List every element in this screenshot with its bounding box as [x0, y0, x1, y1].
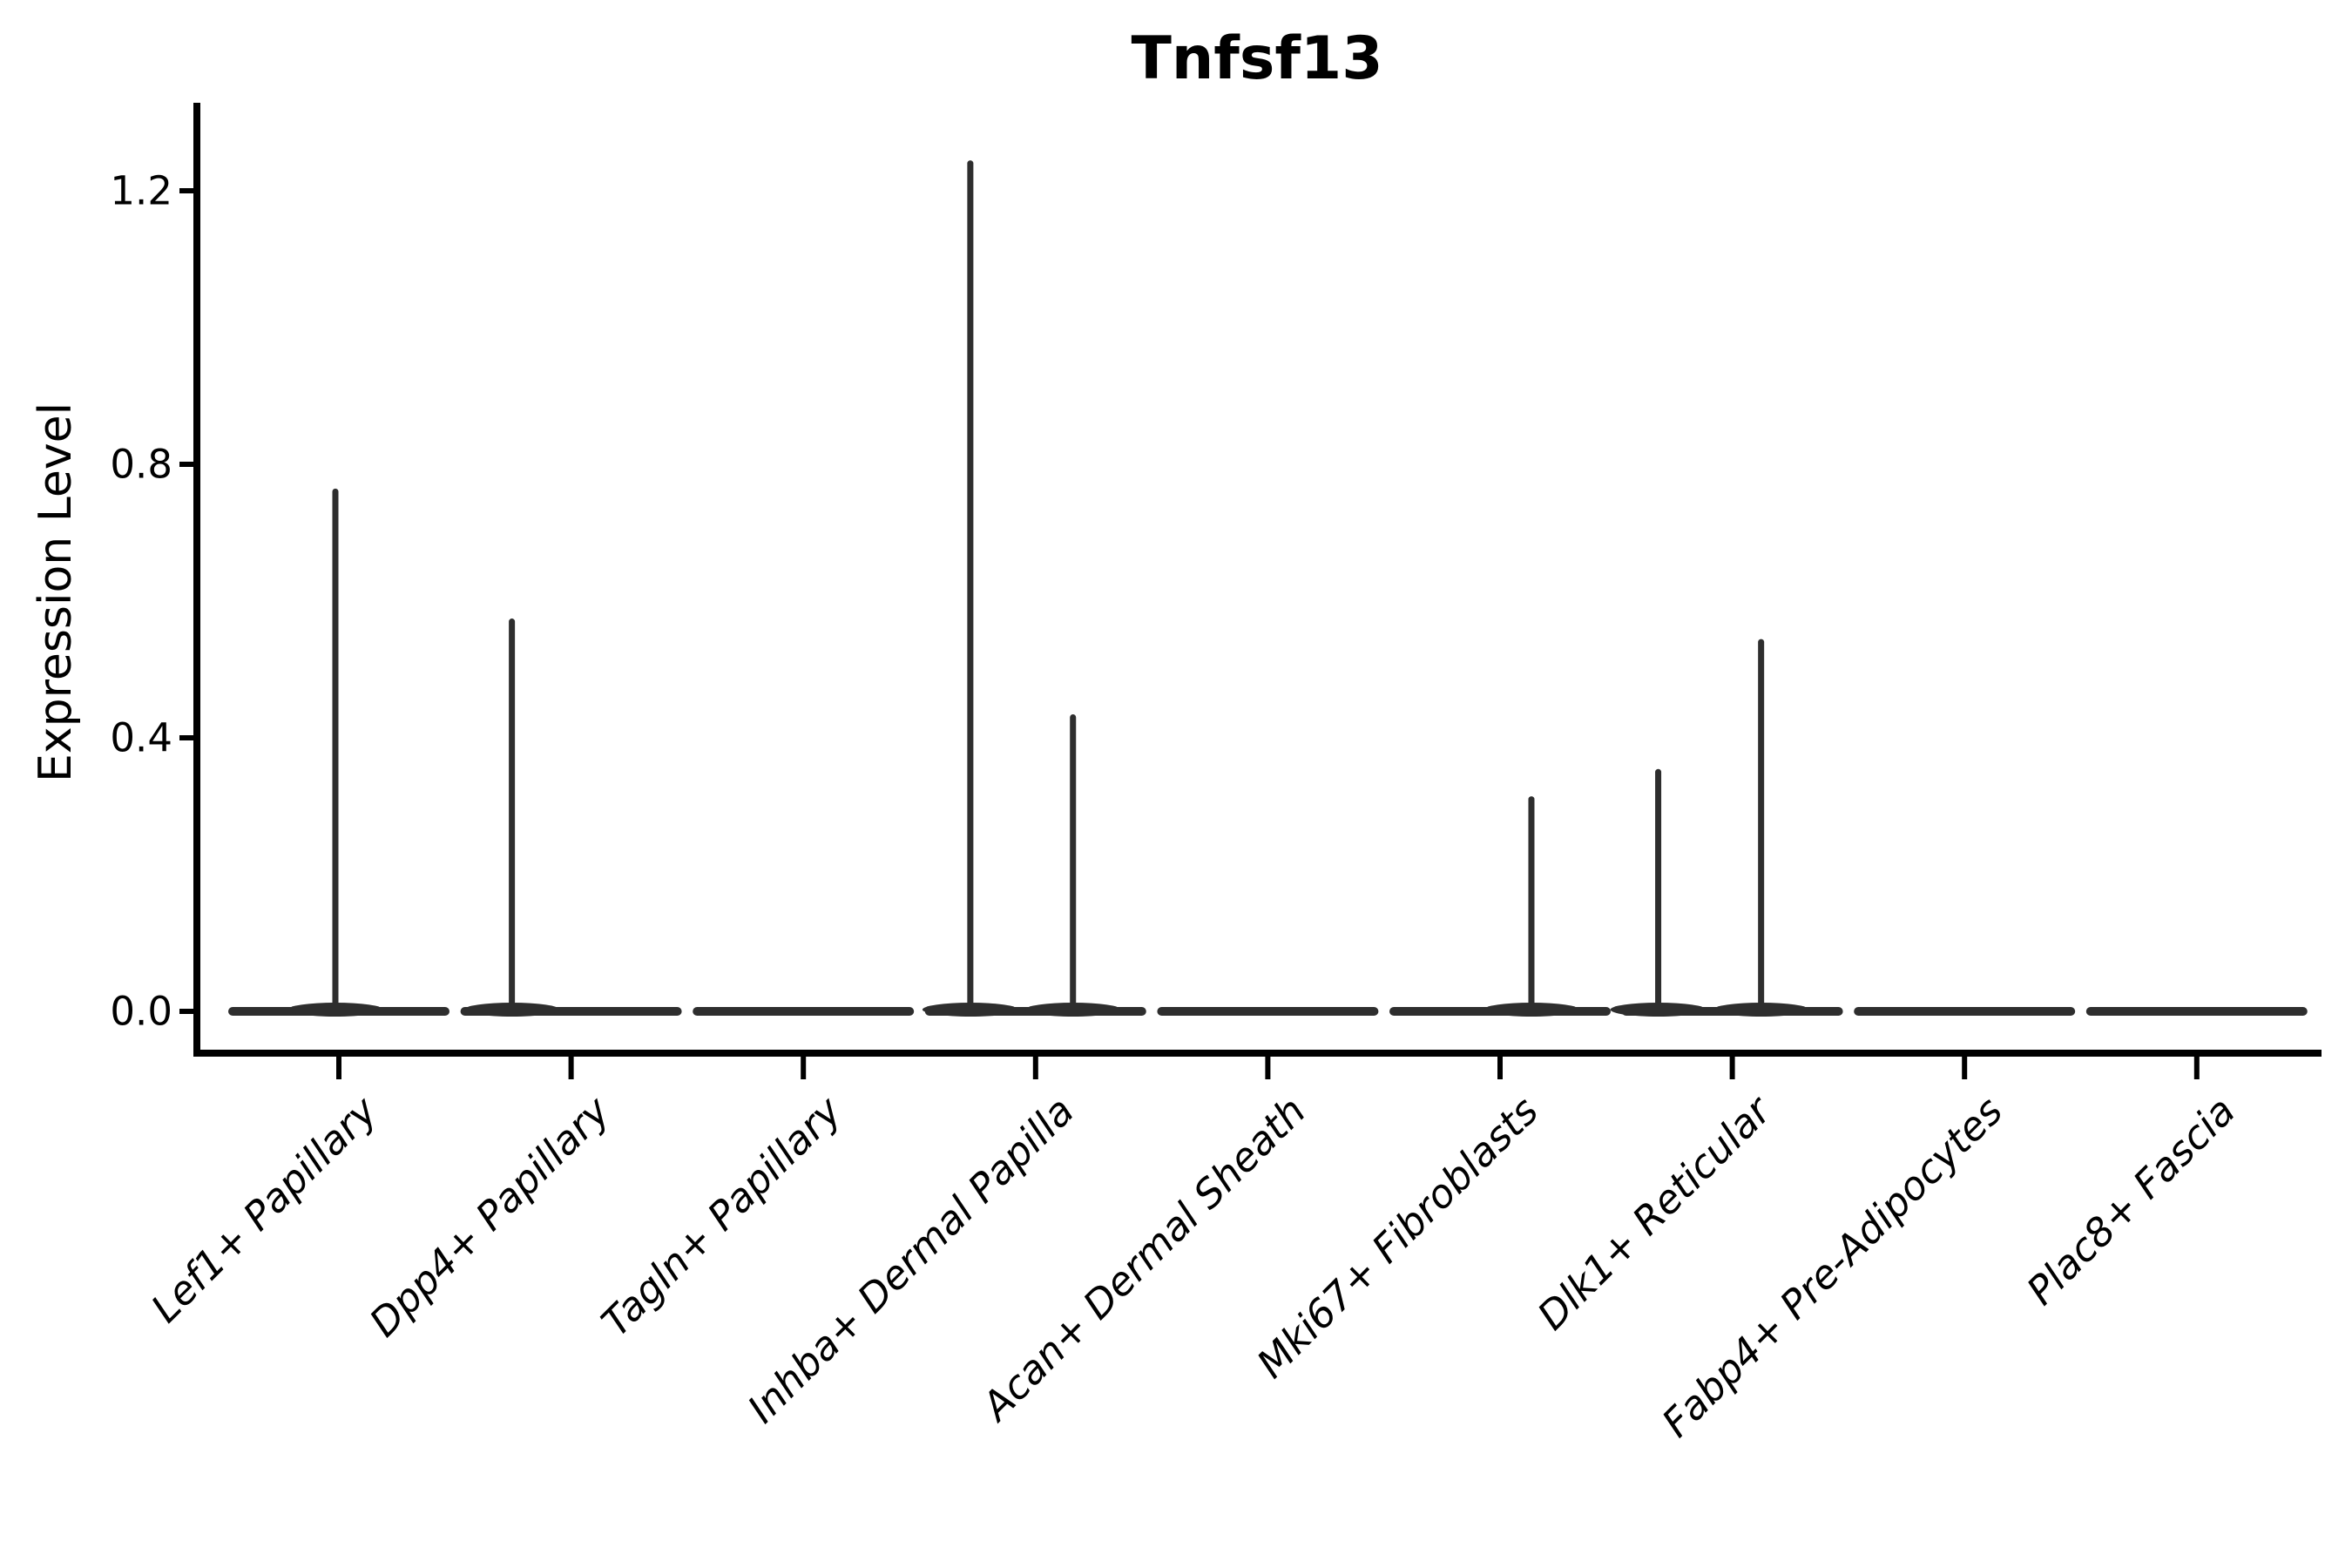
y-tick-label: 0.8: [110, 441, 172, 488]
y-tick-label: 0.0: [110, 988, 172, 1035]
y-tick-label: 0.4: [110, 714, 172, 761]
chart-title: Tnfsf13: [1131, 24, 1383, 93]
y-tick-label: 1.2: [110, 167, 172, 214]
